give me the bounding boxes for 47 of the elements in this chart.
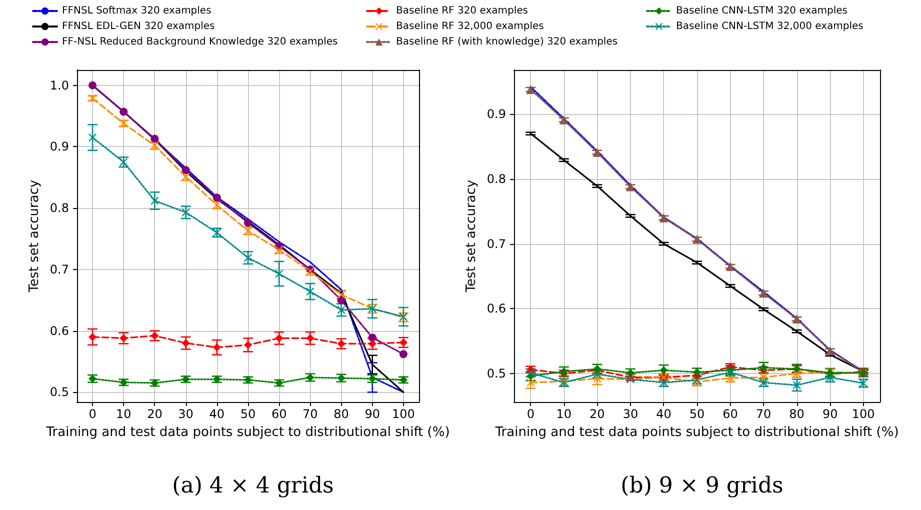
y-tick-label: 1.0 (50, 78, 69, 92)
x-tick-label: 0 (88, 407, 96, 421)
x-tick-label: 50 (240, 407, 256, 421)
y-tick-label: 0.7 (50, 262, 69, 276)
x-tick-label: 20 (590, 407, 605, 421)
legend-label: FFNSL Softmax 320 examples (62, 6, 212, 16)
x-axis-title: Training and test data points subject to distributional shift (%) (494, 425, 899, 440)
x-tick-label: 90 (822, 407, 838, 421)
y-tick-label: 0.8 (486, 172, 506, 186)
y-tick-label: 0.5 (50, 385, 69, 400)
legend-label: Baseline RF 32,000 examples (396, 21, 544, 32)
y-tick-label: 0.7 (486, 236, 506, 251)
x-tick-label: 0 (526, 407, 534, 421)
legend-label: Baseline CNN-LSTM 32,000 examples (676, 21, 864, 32)
legend-label: Baseline RF 320 examples (396, 6, 528, 16)
text: (b) 9 × 9 grids (620, 474, 784, 498)
y-tick-label: 0.8 (50, 201, 69, 216)
y-axis-title: Test set accuracy (464, 180, 479, 294)
x-tick-label: 100 (852, 407, 875, 421)
x-tick-label: 30 (622, 407, 638, 421)
y-tick-label: 0.6 (50, 324, 69, 338)
legend-label: FFNSL EDL-GEN 320 examples (62, 21, 215, 32)
y-tick-label: 0.6 (486, 302, 506, 316)
x-tick-label: 100 (392, 407, 415, 421)
x-tick-label: 70 (302, 407, 318, 421)
y-axis-title: Test set accuracy (27, 180, 42, 294)
x-tick-label: 50 (689, 407, 705, 421)
x-tick-label: 80 (334, 407, 349, 421)
x-tick-label: 10 (556, 407, 572, 421)
x-tick-label: 60 (271, 407, 287, 421)
x-tick-label: 40 (209, 407, 225, 421)
legend-label: Baseline CNN-LSTM 320 examples (676, 6, 848, 16)
y-tick-label: 0.5 (486, 366, 506, 380)
x-tick-label: 80 (789, 407, 804, 421)
x-axis-title: Training and test data points subject to distributional shift (%) (45, 425, 450, 440)
x-tick-label: 20 (147, 407, 162, 421)
x-tick-label: 70 (756, 407, 772, 421)
x-tick-label: 40 (656, 407, 672, 421)
x-tick-label: 10 (116, 407, 132, 421)
text: (a) 4 × 4 grids (172, 474, 334, 498)
x-tick-label: 90 (364, 407, 380, 421)
y-tick-label: 0.9 (486, 107, 506, 122)
x-tick-label: 30 (178, 407, 194, 421)
y-tick-label: 0.9 (50, 140, 69, 154)
legend-label: Baseline RF (with knowledge) 320 examples (396, 36, 618, 48)
x-tick-label: 60 (722, 407, 738, 421)
legend-label: FF-NSL Reduced Background Knowledge 320 examples (62, 36, 338, 48)
